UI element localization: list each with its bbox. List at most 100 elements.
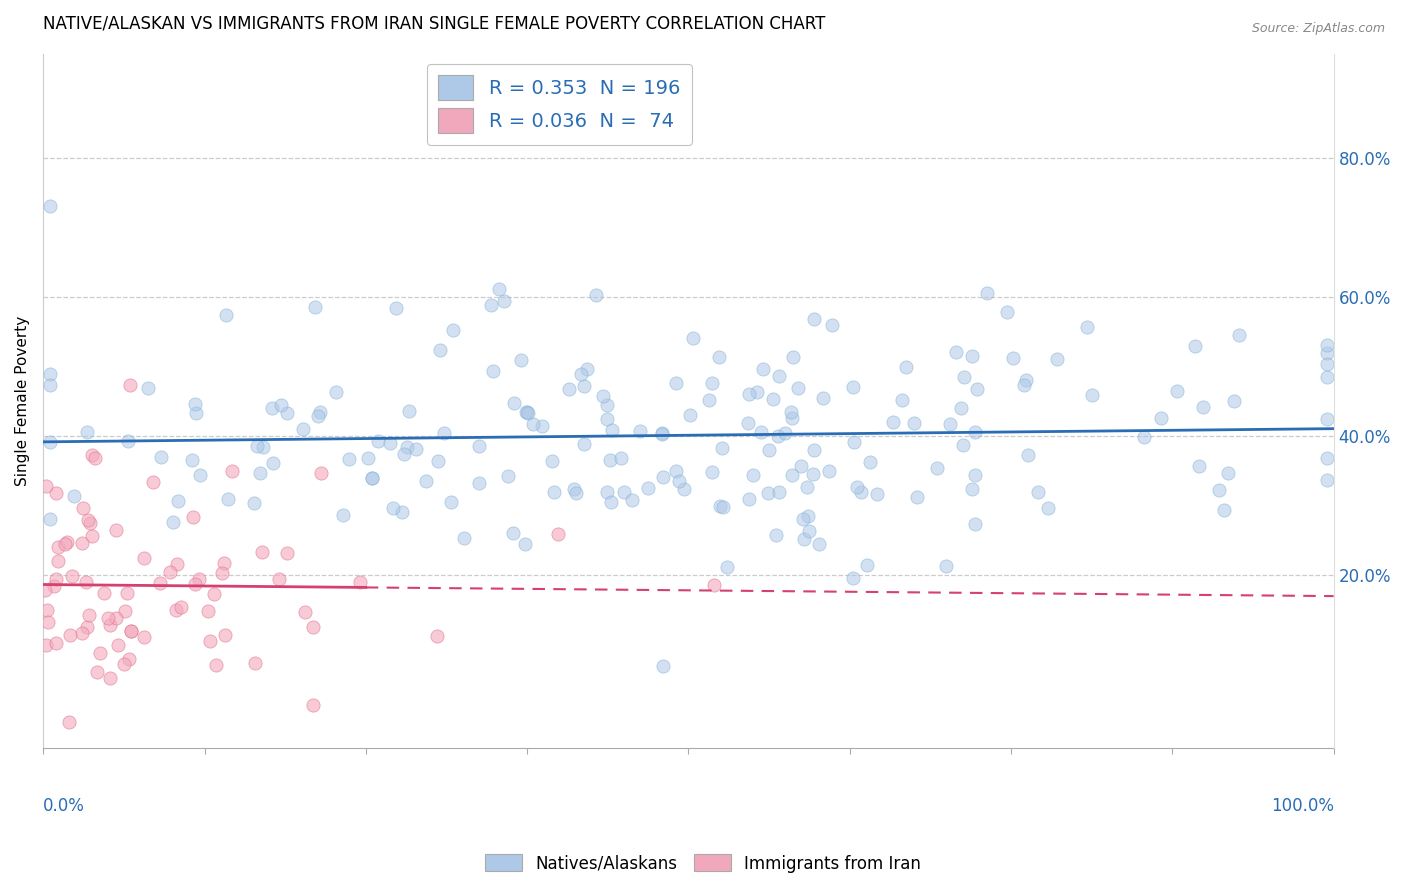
- Point: [97, 611, 120, 625]
- Point: [405, 442, 427, 456]
- Point: [120, 378, 142, 392]
- Point: [665, 376, 688, 390]
- Point: [105, 523, 128, 537]
- Point: [790, 459, 813, 474]
- Point: [392, 447, 415, 461]
- Point: [522, 417, 544, 431]
- Point: [183, 576, 205, 591]
- Point: [114, 604, 136, 618]
- Point: [86, 665, 108, 680]
- Point: [766, 429, 789, 443]
- Point: [77, 607, 100, 622]
- Point: [596, 398, 619, 412]
- Point: [856, 558, 879, 573]
- Point: [1081, 388, 1104, 402]
- Point: [34, 583, 56, 598]
- Point: [513, 537, 536, 551]
- Point: [1166, 384, 1188, 398]
- Point: [45, 572, 67, 586]
- Point: [749, 425, 772, 440]
- Point: [1316, 412, 1339, 426]
- Point: [120, 624, 142, 639]
- Point: [758, 442, 780, 457]
- Point: [1222, 394, 1244, 409]
- Point: [960, 482, 983, 496]
- Point: [703, 578, 725, 592]
- Point: [1036, 500, 1059, 515]
- Point: [737, 417, 759, 431]
- Point: [217, 492, 239, 507]
- Point: [149, 450, 172, 465]
- Point: [963, 425, 986, 439]
- Point: [1316, 473, 1339, 487]
- Point: [540, 454, 562, 468]
- Point: [890, 392, 912, 407]
- Point: [637, 481, 659, 495]
- Point: [699, 393, 721, 408]
- Point: [35, 479, 58, 493]
- Point: [1015, 373, 1038, 387]
- Point: [803, 312, 825, 326]
- Point: [198, 634, 221, 648]
- Point: [276, 546, 298, 560]
- Point: [433, 426, 456, 441]
- Point: [38, 434, 60, 449]
- Point: [741, 468, 763, 483]
- Point: [398, 403, 420, 417]
- Point: [170, 600, 193, 615]
- Point: [575, 362, 598, 376]
- Point: [803, 443, 825, 458]
- Point: [935, 559, 957, 574]
- Point: [773, 425, 796, 440]
- Point: [682, 331, 704, 345]
- Point: [77, 513, 100, 527]
- Point: [1026, 484, 1049, 499]
- Point: [543, 485, 565, 500]
- Point: [652, 470, 675, 484]
- Point: [939, 417, 962, 431]
- Text: Source: ZipAtlas.com: Source: ZipAtlas.com: [1251, 22, 1385, 36]
- Point: [117, 586, 139, 600]
- Point: [252, 440, 274, 454]
- Point: [221, 464, 243, 478]
- Point: [801, 467, 824, 482]
- Point: [385, 301, 408, 315]
- Point: [768, 484, 790, 499]
- Point: [818, 464, 841, 478]
- Point: [510, 353, 533, 368]
- Point: [1227, 327, 1250, 342]
- Point: [183, 510, 205, 524]
- Point: [808, 537, 831, 551]
- Point: [945, 344, 967, 359]
- Point: [610, 451, 633, 466]
- Point: [60, 569, 83, 583]
- Point: [38, 199, 60, 213]
- Point: [859, 455, 882, 469]
- Point: [707, 350, 730, 364]
- Point: [1017, 448, 1039, 462]
- Point: [995, 305, 1018, 319]
- Point: [976, 286, 998, 301]
- Point: [1218, 466, 1240, 480]
- Point: [159, 565, 181, 579]
- Point: [468, 439, 491, 453]
- Point: [357, 450, 380, 465]
- Point: [63, 489, 86, 503]
- Point: [716, 560, 738, 574]
- Point: [188, 572, 211, 586]
- Point: [38, 367, 60, 381]
- Point: [441, 322, 464, 336]
- Point: [574, 437, 596, 451]
- Point: [337, 452, 360, 467]
- Legend: R = 0.353  N = 196, R = 0.036  N =  74: R = 0.353 N = 196, R = 0.036 N = 74: [427, 63, 692, 145]
- Point: [132, 550, 155, 565]
- Point: [679, 408, 702, 422]
- Point: [1184, 338, 1206, 352]
- Point: [181, 453, 204, 467]
- Point: [120, 624, 142, 639]
- Point: [738, 386, 761, 401]
- Point: [1076, 320, 1098, 334]
- Point: [756, 485, 779, 500]
- Point: [1316, 357, 1339, 371]
- Point: [98, 618, 121, 632]
